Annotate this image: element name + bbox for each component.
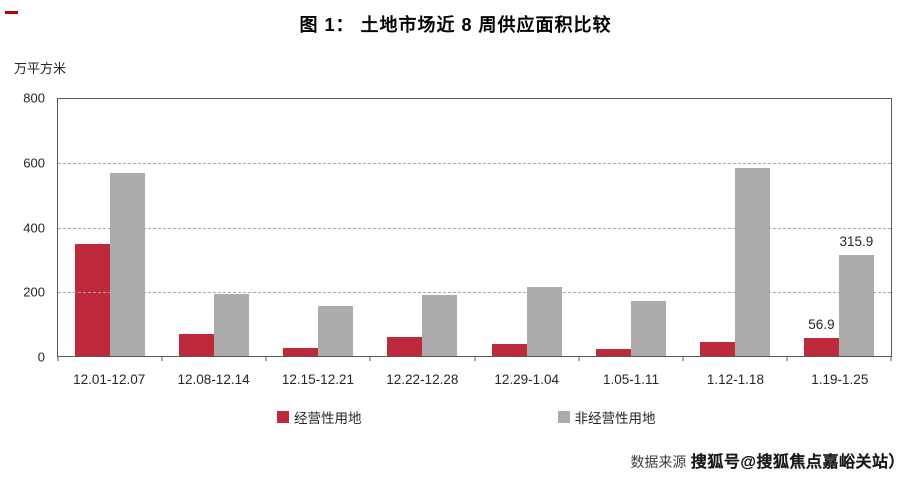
data-label-315.9: 315.9 xyxy=(839,234,874,250)
bar-series0-1.05-1.11 xyxy=(595,348,631,356)
x-label-1.05-1.11: 1.05-1.11 xyxy=(603,372,660,387)
x-label-1.12-1.18: 1.12-1.18 xyxy=(706,372,764,387)
legend-item-1: 非经营性用地 xyxy=(557,407,656,427)
x-label-12.15-12.21: 12.15-12.21 xyxy=(281,372,354,387)
legend-label: 非经营性用地 xyxy=(574,411,656,426)
x-label-12.29-1.04: 12.29-1.04 xyxy=(494,372,559,387)
x-axis-tick-7 xyxy=(786,356,788,361)
x-label-12.22-12.28: 12.22-12.28 xyxy=(386,372,459,387)
y-axis-tick-labels: 0 200 400 600 800 xyxy=(0,92,45,364)
x-axis-tick-6 xyxy=(682,356,684,361)
bar-group-6 xyxy=(683,99,787,356)
bar-group-7: 56.9 315.9 xyxy=(787,99,891,356)
legend: 经营性用地 非经营性用地 xyxy=(57,407,892,427)
x-label-12.08-12.14: 12.08-12.14 xyxy=(177,372,250,387)
legend-label: 经营性用地 xyxy=(294,411,362,426)
y-axis-unit-label: 万平方米 xyxy=(14,61,67,76)
bar-series1-1.19-1.25 xyxy=(838,254,874,356)
bar-series0-12.01-12.07 xyxy=(75,244,111,356)
bar-series0-1.19-1.25 xyxy=(803,337,839,356)
bar-series1-12.22-12.28 xyxy=(422,294,458,356)
gridline-600 xyxy=(58,163,891,165)
y-tick-label-400: 400 xyxy=(23,220,45,235)
corner-red-dash xyxy=(5,11,18,14)
bar-series1-1.12-1.18 xyxy=(734,168,770,356)
gridline-400 xyxy=(58,227,891,229)
bar-series0-12.08-12.14 xyxy=(179,334,215,356)
legend-swatch-icon xyxy=(277,411,289,423)
legend-item-0: 经营性用地 xyxy=(277,407,362,427)
bar-group-5 xyxy=(579,99,683,356)
bar-series0-1.12-1.18 xyxy=(699,341,735,356)
bar-group-2 xyxy=(266,99,370,356)
bar-series0-12.29-1.04 xyxy=(491,344,527,356)
legend-swatch-icon xyxy=(557,411,570,423)
bar-series0-12.22-12.28 xyxy=(387,336,423,356)
x-axis-tick-0 xyxy=(57,356,59,361)
plot-area: 56.9 315.9 xyxy=(57,98,892,361)
chart-title: 图 1： 土地市场近 8 周供应面积比较 xyxy=(299,15,612,35)
x-axis-tick-8 xyxy=(890,356,892,361)
bar-groups: 56.9 315.9 xyxy=(58,99,891,356)
bar-group-1 xyxy=(162,99,266,356)
bar-group-4 xyxy=(475,99,579,356)
bar-series1-1.05-1.11 xyxy=(630,300,666,356)
y-tick-label-200: 200 xyxy=(23,284,45,300)
x-axis-tick-4 xyxy=(474,356,475,361)
data-label-56.9: 56.9 xyxy=(808,317,835,333)
bar-series1-12.01-12.07 xyxy=(110,172,146,356)
x-axis-tick-1 xyxy=(161,356,163,361)
bar-series1-12.08-12.14 xyxy=(214,294,250,356)
bar-group-3 xyxy=(370,99,474,356)
gridline-200 xyxy=(58,291,891,293)
y-tick-label-600: 600 xyxy=(23,155,45,171)
x-label-1.19-1.25: 1.19-1.25 xyxy=(811,372,869,387)
bar-series1-12.29-1.04 xyxy=(526,286,562,356)
x-axis-tick-2 xyxy=(265,356,267,361)
watermark-text: 搜狐号@搜狐焦点嘉峪关站） xyxy=(690,454,905,471)
data-source-label: 数据来源 xyxy=(630,454,687,470)
x-axis-tick-5 xyxy=(578,356,580,361)
bar-series1-12.15-12.21 xyxy=(318,305,354,356)
y-tick-label-0: 0 xyxy=(37,349,45,365)
y-tick-label-800: 800 xyxy=(23,90,45,106)
x-axis-labels: 12.01-12.07 12.08-12.14 12.15-12.21 12.22-1… xyxy=(57,372,892,387)
x-axis-tick-3 xyxy=(369,356,371,361)
footer: 数据来源 搜狐号@搜狐焦点嘉峪关站） xyxy=(630,448,905,472)
x-label-12.01-12.07: 12.01-12.07 xyxy=(73,372,146,387)
bar-series0-12.15-12.21 xyxy=(283,347,319,356)
bar-group-0 xyxy=(58,99,162,356)
